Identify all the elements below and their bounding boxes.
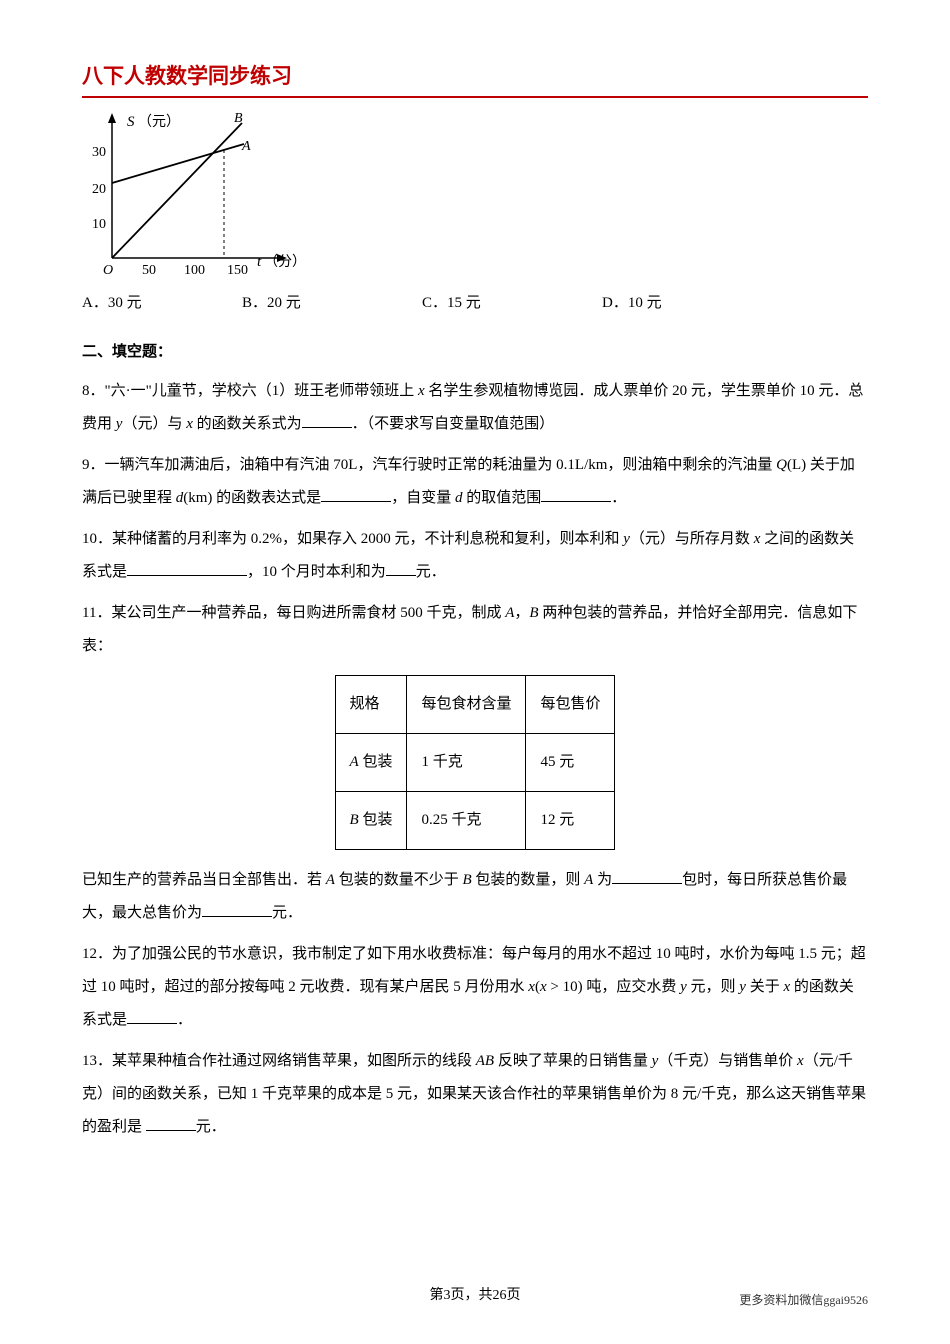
svg-text:150: 150 bbox=[227, 263, 248, 278]
question-10: 10．某种储蓄的月利率为 0.2%，如果存入 2000 元，不计利息税和复利，则… bbox=[82, 523, 868, 589]
svg-text:100: 100 bbox=[184, 263, 205, 278]
page-header: 八下人教数学同步练习 bbox=[82, 60, 868, 98]
y-axis-unit: （元） bbox=[138, 114, 180, 130]
question-9: 9．一辆汽车加满油后，油箱中有汽油 70L，汽车行驶时正常的耗油量为 0.1L/… bbox=[82, 449, 868, 515]
q7-options: A．30 元 B．20 元 C．15 元 D．10 元 bbox=[82, 291, 868, 312]
y-axis-label: S bbox=[127, 114, 135, 130]
question-11: 11．某公司生产一种营养品，每日购进所需食材 500 千克，制成 A，B 两种包… bbox=[82, 597, 868, 930]
svg-text:50: 50 bbox=[142, 263, 156, 278]
svg-text:t: t bbox=[257, 254, 262, 270]
svg-text:30: 30 bbox=[92, 145, 106, 160]
svg-text:10: 10 bbox=[92, 217, 106, 232]
question-13: 13．某苹果种植合作社通过网络销售苹果，如图所示的线段 AB 反映了苹果的日销售… bbox=[82, 1045, 868, 1144]
option-c: C．15 元 bbox=[422, 291, 602, 312]
question-8: 8．"六·一"儿童节，学校六（1）班王老师带领班上 x 名学生参观植物博览园．成… bbox=[82, 375, 868, 441]
svg-text:20: 20 bbox=[92, 182, 106, 197]
section-2-title: 二、填空题： bbox=[82, 340, 868, 361]
svg-text:A: A bbox=[241, 139, 251, 154]
svg-text:B: B bbox=[234, 111, 243, 126]
question-12: 12．为了加强公民的节水意识，我市制定了如下用水收费标准：每户每月的用水不超过 … bbox=[82, 938, 868, 1037]
q11-table: 规格 每包食材含量 每包售价 A 包装 1 千克 45 元 B 包装 0.25 … bbox=[335, 675, 616, 850]
svg-text:O: O bbox=[103, 263, 113, 278]
option-a: A．30 元 bbox=[82, 291, 242, 312]
svg-text:（分）: （分） bbox=[264, 254, 302, 270]
footer-note: 更多资料加微信ggai9526 bbox=[739, 1291, 868, 1308]
option-b: B．20 元 bbox=[242, 291, 422, 312]
option-d: D．10 元 bbox=[602, 291, 868, 312]
chart-q7: S （元） 30 20 10 O 50 100 150 t （分） A B bbox=[82, 108, 868, 283]
